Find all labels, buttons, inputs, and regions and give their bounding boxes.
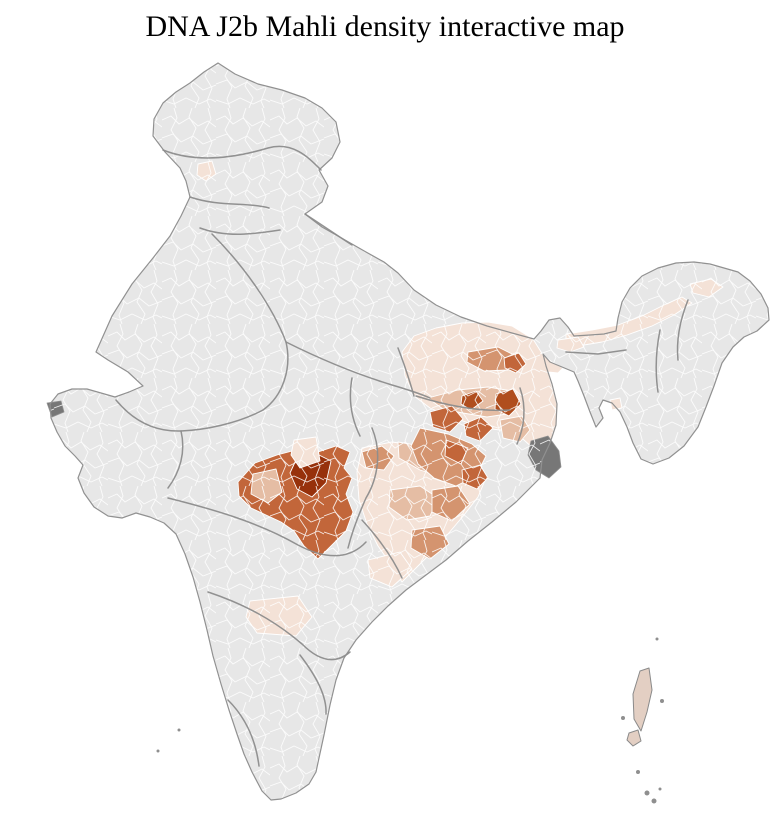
island-andaman-main[interactable] (632, 667, 653, 732)
island-dot-6 (658, 787, 662, 791)
island-dot-4 (644, 790, 650, 796)
india-landmass[interactable] (50, 63, 769, 800)
island-chain (156, 637, 664, 804)
island-dot-2 (621, 716, 625, 720)
page-title: DNA J2b Mahli density interactive map (145, 10, 625, 43)
island-dot-3 (636, 770, 640, 774)
island-dot-1 (660, 699, 664, 703)
island-andaman-round[interactable] (626, 729, 642, 747)
island-dot-7 (177, 728, 181, 732)
island-dot-5 (651, 798, 657, 804)
density-region-tripura-small[interactable] (609, 397, 623, 411)
island-dot-0 (655, 637, 659, 641)
island-dot-8 (156, 749, 160, 753)
state-borders (115, 145, 689, 767)
